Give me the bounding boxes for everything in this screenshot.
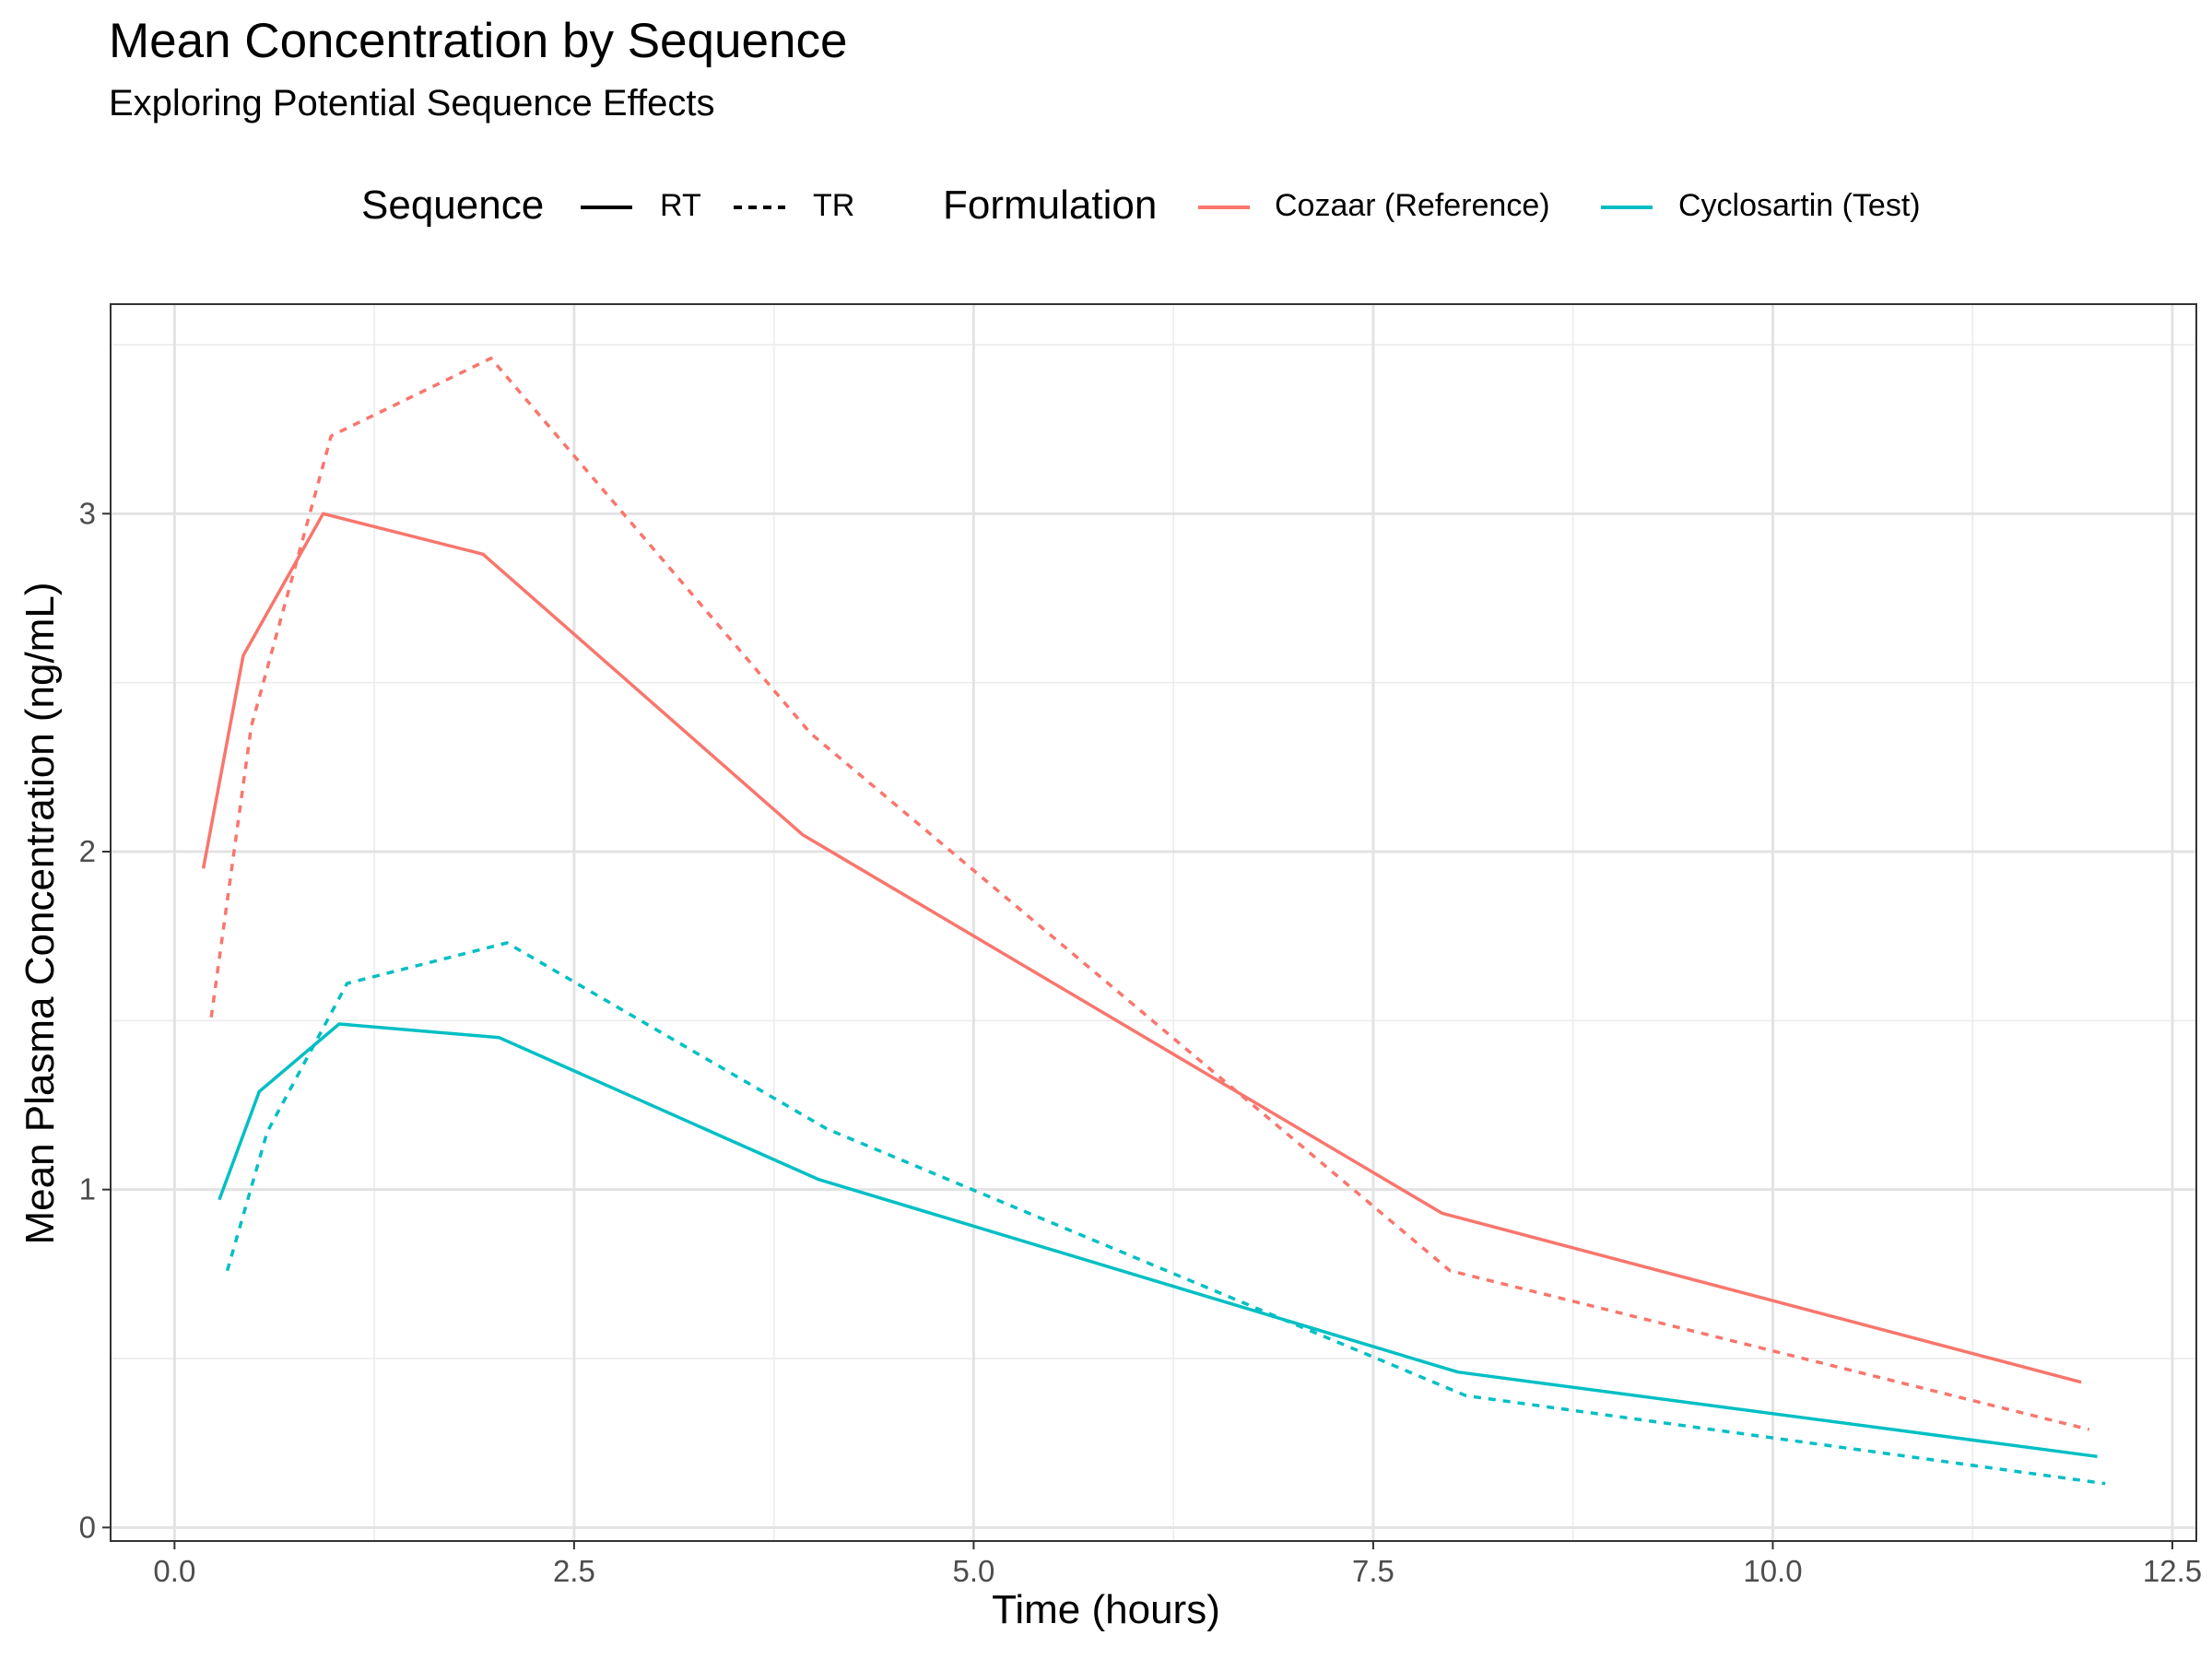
legend-title-sequence: Sequence (361, 182, 545, 228)
legend-label-cyclosartin: Cyclosartin (Test) (1678, 188, 1921, 223)
x-tick-label: 12.5 (2143, 1554, 2202, 1588)
legend: Sequence RT TR Formulation Cozaar (Refer… (0, 175, 2212, 240)
legend-label-rt: RT (660, 188, 701, 223)
y-tick-label: 2 (79, 834, 96, 868)
x-axis-label: Time (hours) (992, 1587, 1220, 1632)
series-line-cyclosartin-tr (225, 941, 2106, 1486)
x-tick-label: 2.5 (553, 1554, 595, 1588)
legend-label-cozaar: Cozaar (Reference) (1275, 188, 1550, 223)
plot-border (110, 303, 2197, 1542)
legend-title-formulation: Formulation (943, 182, 1158, 228)
y-tick-label: 0 (79, 1510, 96, 1544)
chart-title: Mean Concentration by Sequence (109, 14, 848, 68)
plot-panel (111, 304, 2196, 1541)
legend-key-rt (581, 206, 632, 209)
y-tick-label: 3 (79, 496, 96, 530)
x-tick-label: 7.5 (1352, 1554, 1394, 1588)
series-line-cyclosartin-rt (218, 1022, 2098, 1459)
legend-label-tr: TR (813, 188, 855, 223)
series-line-cozaar-tr (209, 356, 2090, 1431)
x-tick-label: 0.0 (153, 1554, 195, 1588)
y-axis-label: Mean Plasma Concentration (ng/mL) (18, 582, 63, 1245)
x-tick-label: 5.0 (952, 1554, 994, 1588)
x-tick-label: 10.0 (1743, 1554, 1802, 1588)
chart-subtitle: Exploring Potential Sequence Effects (109, 83, 715, 124)
y-tick-label: 1 (79, 1172, 96, 1206)
series-line-cozaar-rt (201, 512, 2082, 1384)
legend-key-cyclosartin (1601, 206, 1653, 209)
legend-key-cozaar (1198, 206, 1250, 209)
